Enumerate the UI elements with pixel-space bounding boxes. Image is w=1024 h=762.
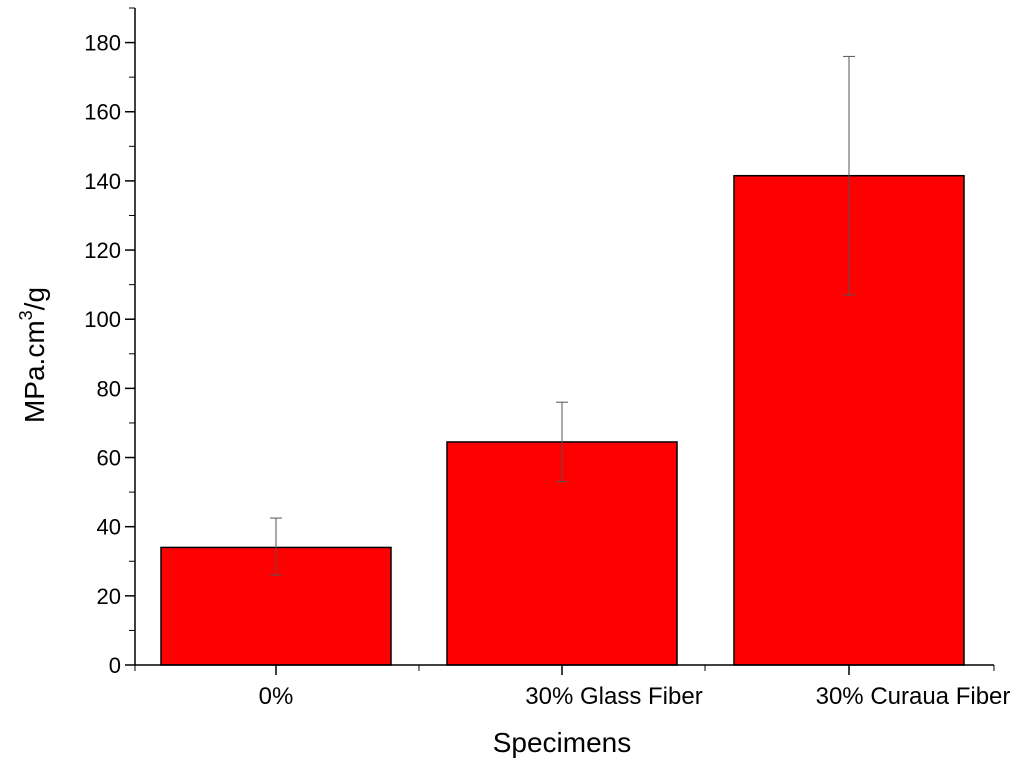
y-tick-label-8: 160 [84,100,121,125]
x-tick-label-1: 30% Glass Fiber [525,683,702,710]
y-tick-label-0: 0 [109,653,121,678]
y-tick-label-6: 120 [84,238,121,263]
y-tick-label-4: 80 [97,376,121,401]
error-bars-layer [270,55,855,576]
y-ticks-layer: 0 20 40 60 80 100 120 140 160 180 [84,7,135,678]
y-tick-label-7: 140 [84,169,121,194]
y-axis-title-tail: /g [19,287,50,310]
y-tick-label-2: 40 [97,515,121,540]
x-ticks-layer: 0% 30% Glass Fiber 30% Curaua Fiber [134,665,1011,710]
y-tick-label-1: 20 [97,584,121,609]
x-axis-title: Specimens [493,727,632,758]
y-tick-label-9: 180 [84,31,121,56]
axes-layer [134,8,994,666]
y-axis-title-superscript: 3 [16,310,36,320]
y-axis-title: MPa.cm3/g [16,287,50,423]
y-axis-title-main: MPa.cm [19,320,50,423]
x-tick-label-2: 30% Curaua Fiber [816,683,1011,710]
y-tick-label-5: 100 [84,307,121,332]
y-tick-label-3: 60 [97,446,121,471]
x-tick-label-0: 0% [259,683,294,710]
